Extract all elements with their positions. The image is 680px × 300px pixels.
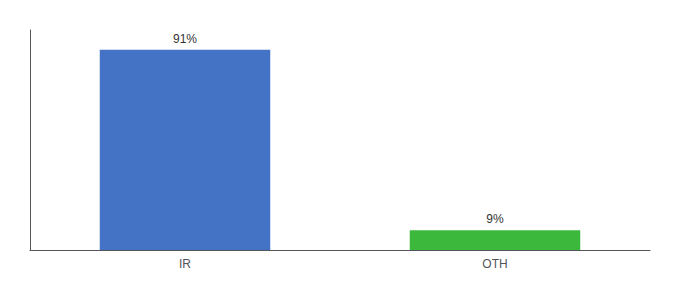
svg-text:IR: IR <box>179 257 191 271</box>
svg-text:9%: 9% <box>486 212 504 226</box>
svg-text:OTH: OTH <box>482 257 507 271</box>
svg-text:91%: 91% <box>173 32 197 46</box>
